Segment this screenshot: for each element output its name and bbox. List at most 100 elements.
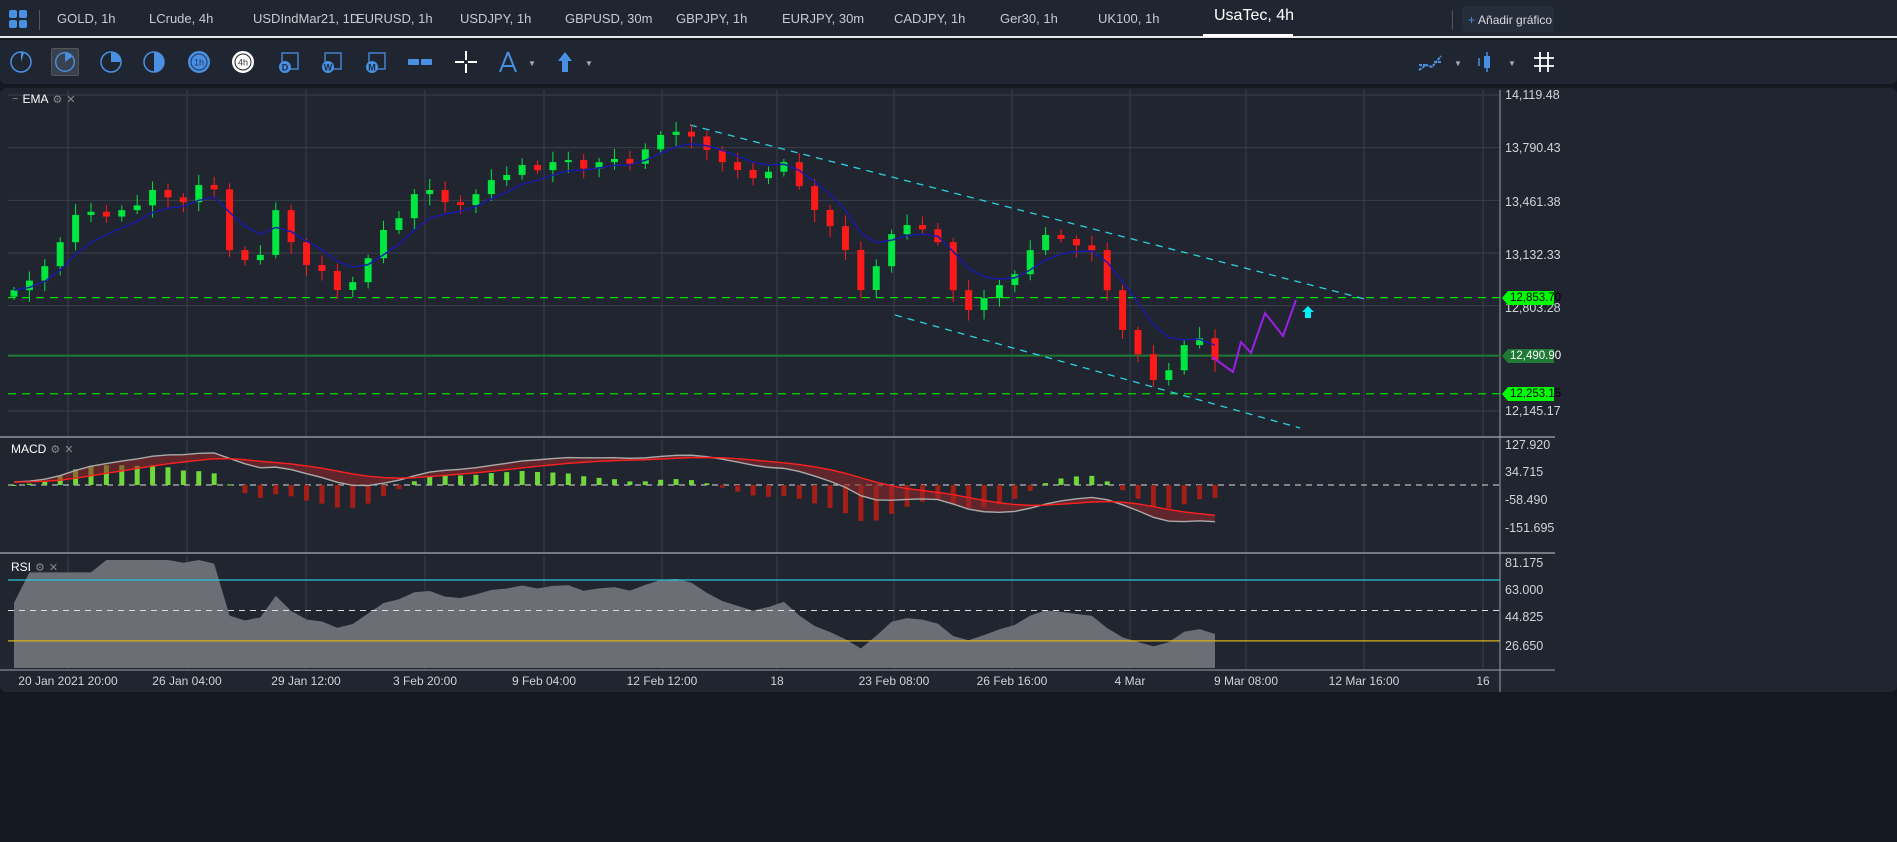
collapse-icon[interactable]: − <box>12 93 19 105</box>
calendar-month-icon[interactable]: M <box>362 48 390 76</box>
add-chart-button[interactable]: + Añadir gráfico <box>1462 6 1554 32</box>
svg-text:▼: ▼ <box>528 59 536 68</box>
clock-1h-icon[interactable]: 1h <box>185 48 213 76</box>
clock-15m-icon[interactable] <box>97 48 125 76</box>
close-icon[interactable]: ✕ <box>48 561 59 574</box>
time-axis-label: 12 Feb 12:00 <box>626 674 698 688</box>
macd-histogram-bar <box>165 467 171 485</box>
price-line-tag: 12,490.90 <box>1502 348 1562 363</box>
apps-grid-icon[interactable] <box>9 10 27 28</box>
clock-4h-icon[interactable]: 4h <box>229 48 257 76</box>
candle-down <box>534 165 542 171</box>
chart-area[interactable] <box>0 88 1897 692</box>
macd-histogram-bar <box>442 475 448 485</box>
candle-up <box>611 158 618 163</box>
macd-histogram-bar <box>504 472 510 485</box>
calendar-day-icon[interactable]: D <box>275 48 303 76</box>
macd-histogram-bar <box>781 485 787 497</box>
rsi-axis-label: 63.000 <box>1505 583 1544 597</box>
macd-histogram-bar <box>812 485 818 504</box>
tab-eurjpy-30m[interactable]: EURJPY, 30m <box>782 11 865 26</box>
clock-wedge <box>65 52 73 62</box>
candle-down <box>626 158 634 164</box>
calendar-badge <box>322 61 334 73</box>
candle-up <box>780 162 788 172</box>
macd-histogram-bar <box>827 485 833 508</box>
clock-5m-icon[interactable] <box>51 48 79 76</box>
active-tab-indicator <box>1203 34 1293 37</box>
tab-uk100-1h[interactable]: UK100, 1h <box>1098 11 1160 26</box>
tab-ger30-1h[interactable]: Ger30, 1h <box>1000 11 1058 26</box>
tab-eurusd-1h[interactable]: EURUSD, 1h <box>356 11 433 26</box>
macd-histogram-bar <box>196 471 202 485</box>
settings-gear-icon[interactable]: ⚙ <box>50 443 61 456</box>
forecast-path <box>1211 299 1297 374</box>
macd-histogram-bar <box>842 485 848 514</box>
macd-histogram-bar <box>396 485 402 490</box>
macd-histogram-bar <box>966 485 972 509</box>
macd-histogram-bar <box>381 485 387 497</box>
macd-axis-label: 34.715 <box>1505 465 1544 479</box>
candle-down <box>826 209 834 227</box>
grid-icon[interactable] <box>1530 48 1558 76</box>
close-icon[interactable]: ✕ <box>64 443 74 456</box>
indicators-icon[interactable]: ▼ <box>1416 48 1464 76</box>
clock-inner <box>234 53 252 71</box>
macd-histogram-bar <box>11 485 17 486</box>
arrow-up-icon[interactable]: ▼ <box>551 48 595 76</box>
candle-down <box>965 290 973 311</box>
crosshair-icon[interactable] <box>452 48 480 76</box>
macd-histogram-bar <box>42 480 48 485</box>
candle-up <box>472 194 480 206</box>
candle-down <box>841 226 849 251</box>
tab-lcrude-4h[interactable]: LCrude, 4h <box>149 11 214 26</box>
calendar-letter: W <box>324 63 333 73</box>
tab-usdindmar21-1d[interactable]: USDIndMar21, 1D <box>253 11 360 26</box>
calendar-badge <box>366 61 378 73</box>
clock-1m-icon[interactable] <box>7 48 35 76</box>
time-axis-label: 12 Mar 16:00 <box>1328 674 1400 688</box>
settings-gear-icon[interactable]: ⚙ <box>35 561 45 574</box>
calendar-letter: D <box>282 63 289 73</box>
candle-down <box>333 270 341 291</box>
candle-up <box>1011 274 1019 286</box>
macd-axis-label: -58.490 <box>1505 493 1548 507</box>
candle-down <box>1134 330 1142 355</box>
calendar-badge <box>279 61 291 73</box>
candle-down <box>102 211 110 217</box>
candle-down <box>580 160 588 169</box>
clock-wedge <box>154 52 164 72</box>
macd-histogram-bar <box>304 485 310 501</box>
candle-down <box>718 149 726 163</box>
macd-pane-label: MACD ⚙ ✕ <box>11 442 73 456</box>
clock-wedge <box>21 52 25 62</box>
macd-histogram-bar <box>750 485 756 496</box>
macd-histogram-bar <box>1043 483 1049 485</box>
macd-histogram-bar <box>1212 485 1218 498</box>
calendar-week-icon[interactable]: W <box>318 48 346 76</box>
time-axis-label: 4 Mar <box>1114 674 1146 688</box>
candle-up <box>364 258 372 283</box>
candle-up <box>426 189 434 195</box>
tab-usatec-4h[interactable]: UsaTec, 4h <box>1214 7 1295 24</box>
macd-histogram-bar <box>26 483 32 485</box>
settings-gear-icon[interactable]: ⚙ <box>52 93 63 106</box>
svg-text:▼: ▼ <box>585 59 593 68</box>
tab-gbpjpy-1h[interactable]: GBPJPY, 1h <box>676 11 748 26</box>
chart-toolbar: 1h 4h D W M ▼ ▼ ▼ ▼ <box>0 40 1897 84</box>
tab-gbpusd-30m[interactable]: GBPUSD, 30m <box>565 11 653 26</box>
close-icon[interactable]: ✕ <box>66 93 76 106</box>
compass-drawing-icon[interactable]: ▼ <box>494 48 538 76</box>
tab-usdjpy-1h[interactable]: USDJPY, 1h <box>460 11 532 26</box>
candlestick-type-icon[interactable]: ▼ <box>1474 48 1518 76</box>
clock-30m-icon[interactable] <box>140 48 168 76</box>
macd-histogram-bar <box>350 485 356 508</box>
candle-up <box>764 171 772 179</box>
tab-cadjpy-1h[interactable]: CADJPY, 1h <box>894 11 966 26</box>
candle-down <box>210 185 218 190</box>
tab-gold-1h[interactable]: GOLD, 1h <box>57 11 116 26</box>
add-chart-label: Añadir gráfico <box>1478 13 1553 27</box>
macd-histogram-bar <box>642 481 648 485</box>
range-icon[interactable] <box>406 48 434 76</box>
